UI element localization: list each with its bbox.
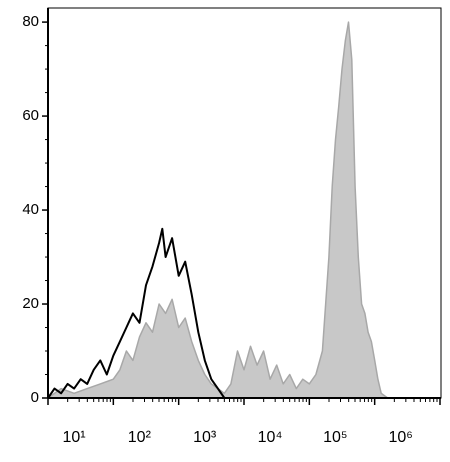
plot-frame (47, 7, 442, 399)
x-tick-label: 10⁶ (388, 429, 412, 446)
y-tick-label: 60 (22, 107, 39, 124)
y-tick-label: 40 (22, 201, 39, 218)
x-tick-label: 10⁵ (323, 429, 347, 446)
y-tick-label: 0 (31, 389, 39, 406)
x-tick-label: 10² (128, 429, 152, 446)
x-tick-label: 10¹ (62, 429, 85, 446)
x-tick-label: 10⁴ (258, 429, 283, 446)
x-tick-label: 10³ (193, 429, 217, 446)
histogram-area (47, 21, 389, 399)
histogram-line (47, 227, 226, 399)
y-tick-label: 80 (22, 13, 39, 30)
y-tick-label: 20 (22, 295, 39, 312)
